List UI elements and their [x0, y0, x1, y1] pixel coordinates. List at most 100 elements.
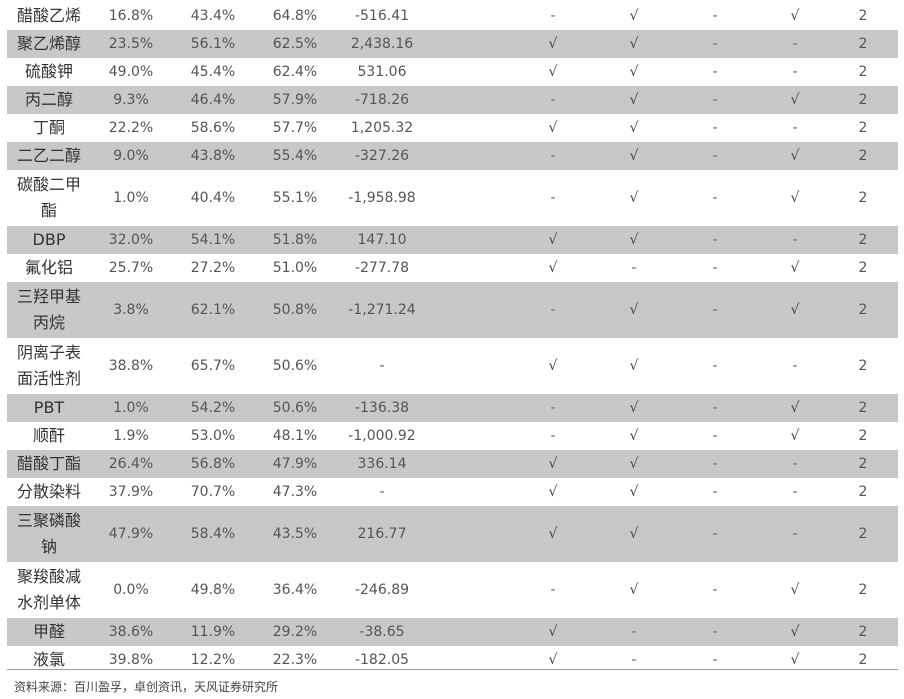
product-name-line: 聚乙烯醇 [16, 34, 81, 53]
table-row: 聚乙烯醇 23.5% 56.1% 62.5% 2,438.16 √ √ - - 2 [7, 30, 898, 58]
flag-col-1-cell: √ [548, 36, 558, 52]
value-col-4-cell: -38.65 [359, 624, 405, 640]
product-name-line: 分散染料 [16, 482, 81, 501]
product-name-cell: 醋酸乙烯 [7, 2, 91, 30]
value-col-2-cell: 43.4% [190, 8, 236, 24]
product-name-cell: 丙二醇 [7, 86, 91, 114]
value-col-2-cell: 49.8% [190, 582, 236, 598]
flag-col-3-cell: - [712, 624, 718, 640]
value-col-2-cell: 65.7% [190, 358, 236, 374]
count-cell: 2 [858, 652, 868, 668]
value-col-2-cell: 56.1% [190, 36, 236, 52]
count-cell: 2 [858, 190, 868, 206]
flag-col-3-cell: - [712, 428, 718, 444]
flag-col-2-cell: - [631, 624, 637, 640]
flag-col-1-cell: - [550, 92, 556, 108]
value-col-4-cell: -136.38 [354, 400, 410, 416]
value-col-1-cell: 1.9% [113, 428, 149, 444]
value-col-2-cell: 58.6% [190, 120, 236, 136]
value-col-1-cell: 1.0% [113, 190, 149, 206]
table-row: DBP 32.0% 54.1% 51.8% 147.10 √ √ - - 2 [7, 226, 898, 254]
value-col-2-cell: 54.2% [190, 400, 236, 416]
product-name-cell: 硫酸钾 [7, 58, 91, 86]
product-name-line: PBT [33, 398, 65, 417]
product-name-line: 丁酮 [32, 118, 65, 137]
flag-col-4-cell: - [792, 526, 798, 542]
product-name-line: 甲醛 [32, 622, 65, 641]
table-row: 聚羧酸减 水剂单体 0.0% 49.8% 36.4% -246.89 - √ - √ 2 [7, 562, 898, 618]
table-row: 醋酸丁酯 26.4% 56.8% 47.9% 336.14 √ √ - - 2 [7, 450, 898, 478]
product-name-cell: 液氯 [7, 646, 91, 674]
count-cell: 2 [858, 8, 868, 24]
value-col-4-cell: 216.77 [357, 526, 407, 542]
flag-col-4-cell: - [792, 456, 798, 472]
flag-col-3-cell: - [712, 400, 718, 416]
value-col-4-cell: -718.26 [354, 92, 410, 108]
value-col-3-cell: 57.7% [272, 120, 318, 136]
count-cell: 2 [858, 358, 868, 374]
value-col-1-cell: 9.0% [113, 148, 149, 164]
flag-col-4-cell: - [792, 358, 798, 374]
value-col-3-cell: 48.1% [272, 428, 318, 444]
value-col-3-cell: 43.5% [272, 526, 318, 542]
flag-col-1-cell: - [550, 8, 556, 24]
value-col-2-cell: 56.8% [190, 456, 236, 472]
flag-col-1-cell: √ [548, 358, 558, 374]
count-cell: 2 [858, 428, 868, 444]
value-col-2-cell: 11.9% [190, 624, 236, 640]
table-row: 碳酸二甲酯 1.0% 40.4% 55.1% -1,958.98 - √ - √ 2 [7, 170, 898, 226]
flag-col-4-cell: √ [790, 148, 800, 164]
flag-col-1-cell: - [550, 428, 556, 444]
flag-col-3-cell: - [712, 36, 718, 52]
value-col-3-cell: 29.2% [272, 624, 318, 640]
count-cell: 2 [858, 400, 868, 416]
value-col-4-cell: 147.10 [357, 232, 407, 248]
flag-col-4-cell: - [792, 36, 798, 52]
flag-col-1-cell: √ [548, 120, 558, 136]
table-row: 二乙二醇 9.0% 43.8% 55.4% -327.26 - √ - √ 2 [7, 142, 898, 170]
flag-col-2-cell: √ [629, 92, 639, 108]
flag-col-1-cell: √ [548, 624, 558, 640]
flag-col-2-cell: √ [629, 190, 639, 206]
flag-col-2-cell: - [631, 260, 637, 276]
table-row: 三羟甲基 丙烷 3.8% 62.1% 50.8% -1,271.24 - √ - √ 2 [7, 282, 898, 338]
flag-col-3-cell: - [712, 190, 718, 206]
value-col-4-cell: -1,271.24 [348, 302, 416, 318]
flag-col-4-cell: √ [790, 428, 800, 444]
value-col-1-cell: 38.6% [108, 624, 154, 640]
product-name-cell: 聚羧酸减 水剂单体 [7, 562, 91, 618]
value-col-3-cell: 47.3% [272, 484, 318, 500]
count-cell: 2 [858, 302, 868, 318]
product-name-line: 聚羧酸减 [16, 567, 81, 586]
count-cell: 2 [858, 526, 868, 542]
flag-col-1-cell: √ [548, 232, 558, 248]
value-col-2-cell: 27.2% [190, 260, 236, 276]
product-name-line: 碳酸二甲 [16, 175, 81, 194]
flag-col-3-cell: - [712, 148, 718, 164]
flag-col-1-cell: - [550, 148, 556, 164]
value-col-4-cell: 531.06 [357, 64, 407, 80]
flag-col-2-cell: √ [629, 120, 639, 136]
product-name-cell: 碳酸二甲酯 [7, 170, 91, 226]
flag-col-4-cell: √ [790, 302, 800, 318]
flag-col-4-cell: √ [790, 260, 800, 276]
product-name-cell: 分散染料 [7, 478, 91, 506]
flag-col-4-cell: √ [790, 400, 800, 416]
flag-col-3-cell: - [712, 8, 718, 24]
value-col-3-cell: 55.1% [272, 190, 318, 206]
product-name-cell: PBT [7, 394, 91, 422]
count-cell: 2 [858, 64, 868, 80]
flag-col-1-cell: √ [548, 456, 558, 472]
product-name-line: 三聚磷酸 [16, 511, 81, 530]
flag-col-3-cell: - [712, 484, 718, 500]
product-name-line: 阴离子表 [16, 343, 81, 362]
product-name-line: 氟化铝 [24, 258, 73, 277]
flag-col-2-cell: √ [629, 358, 639, 374]
flag-col-2-cell: √ [629, 64, 639, 80]
flag-col-2-cell: √ [629, 400, 639, 416]
value-col-2-cell: 12.2% [190, 652, 236, 668]
count-cell: 2 [858, 92, 868, 108]
flag-col-1-cell: √ [548, 652, 558, 668]
value-col-3-cell: 47.9% [272, 456, 318, 472]
flag-col-4-cell: √ [790, 652, 800, 668]
